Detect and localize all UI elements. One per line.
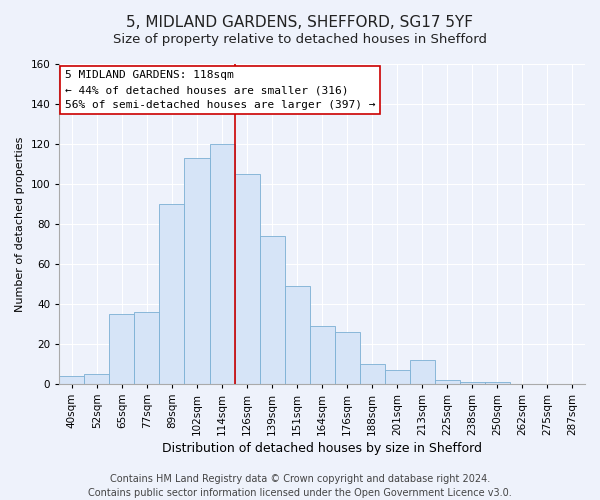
Bar — [160, 204, 184, 384]
Text: Contains HM Land Registry data © Crown copyright and database right 2024.
Contai: Contains HM Land Registry data © Crown c… — [88, 474, 512, 498]
Bar — [310, 326, 335, 384]
Bar — [184, 158, 209, 384]
Bar — [85, 374, 109, 384]
Y-axis label: Number of detached properties: Number of detached properties — [15, 136, 25, 312]
Bar — [485, 382, 510, 384]
Text: Size of property relative to detached houses in Shefford: Size of property relative to detached ho… — [113, 32, 487, 46]
Bar — [284, 286, 310, 384]
Bar — [410, 360, 435, 384]
Bar — [209, 144, 235, 384]
Text: 5, MIDLAND GARDENS, SHEFFORD, SG17 5YF: 5, MIDLAND GARDENS, SHEFFORD, SG17 5YF — [127, 15, 473, 30]
Bar — [109, 314, 134, 384]
Text: 5 MIDLAND GARDENS: 118sqm
← 44% of detached houses are smaller (316)
56% of semi: 5 MIDLAND GARDENS: 118sqm ← 44% of detac… — [65, 70, 375, 110]
Bar — [460, 382, 485, 384]
Bar — [435, 380, 460, 384]
Bar — [385, 370, 410, 384]
X-axis label: Distribution of detached houses by size in Shefford: Distribution of detached houses by size … — [162, 442, 482, 455]
Bar — [360, 364, 385, 384]
Bar — [335, 332, 360, 384]
Bar — [134, 312, 160, 384]
Bar — [260, 236, 284, 384]
Bar — [235, 174, 260, 384]
Bar — [59, 376, 85, 384]
